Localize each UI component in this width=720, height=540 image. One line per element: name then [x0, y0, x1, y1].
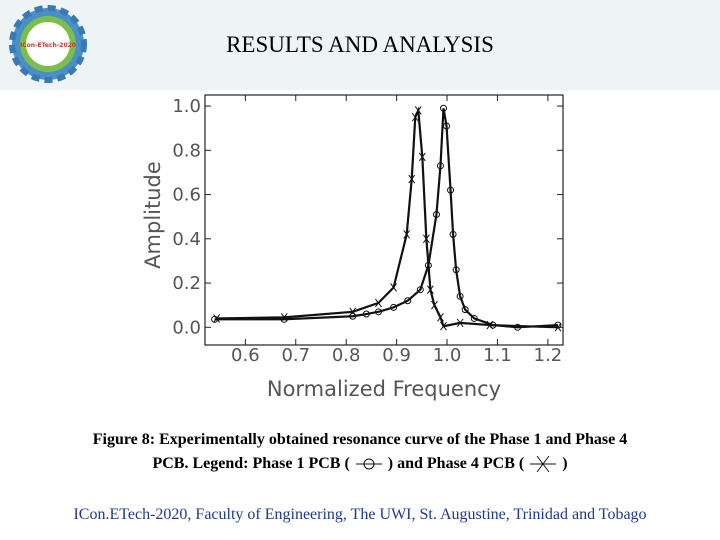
- y-tick-label: 0.6: [172, 185, 201, 206]
- caption-text: PCB. Legend:: [152, 455, 249, 472]
- series-line: [216, 106, 558, 329]
- y-tick-label: 0.0: [172, 317, 201, 338]
- marker: [418, 152, 426, 162]
- marker: [213, 314, 220, 323]
- y-tick-label: 1.0: [172, 96, 201, 117]
- marker: [439, 104, 447, 112]
- legend-label: Phase 4 PCB: [426, 455, 515, 472]
- y-tick-label: 0.8: [172, 140, 201, 161]
- caption-text: (: [518, 455, 525, 472]
- marker: [390, 283, 397, 292]
- marker: [443, 122, 451, 130]
- marker: [411, 112, 419, 122]
- marker: [431, 300, 438, 310]
- marker: [390, 303, 398, 311]
- x-tick-label: 1.0: [433, 345, 462, 366]
- marker: [456, 318, 464, 328]
- caption-text: ) and: [387, 455, 423, 472]
- caption-text: ): [562, 455, 568, 472]
- marker: [437, 313, 444, 322]
- y-axis-label: Amplitude: [141, 161, 165, 269]
- legend-label: Phase 1 PCB: [252, 455, 341, 472]
- slide-title: RESULTS AND ANALYSIS: [226, 32, 494, 57]
- caption: Figure 8: Experimentally obtained resona…: [0, 428, 720, 476]
- x-tick-label: 0.7: [281, 345, 310, 366]
- marker: [374, 308, 382, 316]
- header-band: [0, 0, 720, 90]
- marker: [486, 320, 494, 330]
- x-axis-label: Normalized Frequency: [267, 377, 501, 401]
- marker: [440, 321, 447, 331]
- marker: [375, 298, 382, 308]
- marker: [436, 162, 444, 170]
- marker: [422, 234, 430, 244]
- marker: [404, 297, 412, 305]
- marker: [461, 306, 469, 314]
- marker: [349, 307, 357, 317]
- y-tick-label: 0.4: [172, 229, 201, 250]
- marker: [416, 286, 424, 294]
- legend-symbol: [355, 458, 382, 470]
- x-tick-label: 0.8: [332, 345, 361, 366]
- marker: [514, 323, 522, 331]
- series-line: [214, 108, 559, 329]
- chart: 0.6 0.7 0.8 0.9 1.0 1.1 1.2 0.0 0.2 0.4 0.6 0.8 1.0 N…: [141, 94, 564, 401]
- marker: [449, 230, 457, 238]
- marker: [452, 266, 460, 274]
- marker: [362, 310, 370, 318]
- caption-line: Figure 8: Experimentally obtained resona…: [92, 431, 628, 448]
- marker: [280, 313, 288, 322]
- footer: ICon.ETech-2020, Faculty of Engineering,…: [73, 506, 647, 523]
- marker: [414, 106, 422, 115]
- caption-line: PCB. Legend: Phase 1 PCB ( ) and Phase 4…: [0, 452, 720, 476]
- x-tick-label: 0.6: [231, 345, 260, 366]
- marker: [349, 312, 357, 320]
- marker: [408, 174, 416, 184]
- logo: ICon-ETech-2020: [9, 5, 87, 83]
- x-tick-label: 0.9: [382, 345, 411, 366]
- caption-text: (: [344, 455, 350, 472]
- x-tick-label: 1.2: [534, 345, 563, 366]
- marker: [426, 285, 434, 294]
- marker: [403, 230, 411, 239]
- y-tick-label: 0.2: [172, 273, 201, 294]
- marker: [554, 323, 562, 332]
- marker: [432, 210, 440, 218]
- legend-symbol: [530, 456, 557, 473]
- x-tick-label: 1.1: [483, 345, 512, 366]
- marker: [447, 186, 455, 194]
- logo-text: ICon-ETech-2020: [20, 42, 76, 49]
- plot-frame: [204, 94, 564, 346]
- marker: [456, 292, 464, 300]
- marker: [470, 314, 478, 322]
